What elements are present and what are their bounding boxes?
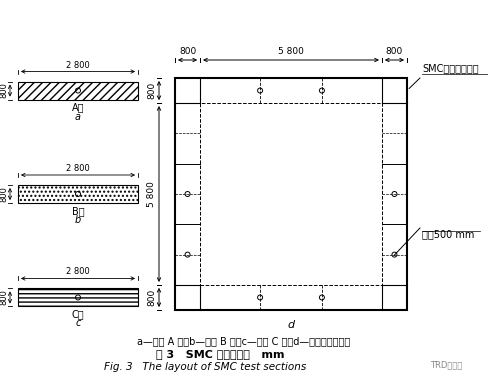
Text: 800: 800 bbox=[147, 82, 156, 99]
Text: Fig. 3   The layout of SMC test sections: Fig. 3 The layout of SMC test sections bbox=[103, 362, 305, 372]
Text: 图 3   SMC 试验段布置   mm: 图 3 SMC 试验段布置 mm bbox=[156, 349, 284, 359]
Text: SMC水泥土搅拌墙: SMC水泥土搅拌墙 bbox=[421, 63, 478, 73]
Text: a—试验 A 段；b—试验 B 段；c—试验 C 段；d—闭合环试验段。: a—试验 A 段；b—试验 B 段；c—试验 C 段；d—闭合环试验段。 bbox=[137, 336, 350, 346]
Text: 800: 800 bbox=[0, 83, 8, 99]
Text: TRD工法网: TRD工法网 bbox=[429, 360, 462, 369]
Text: a: a bbox=[75, 112, 81, 122]
Bar bbox=[18, 185, 138, 203]
Text: 800: 800 bbox=[179, 47, 196, 56]
Text: A段: A段 bbox=[72, 102, 84, 113]
Text: B段: B段 bbox=[72, 206, 84, 216]
Text: d: d bbox=[287, 320, 294, 330]
Text: b: b bbox=[75, 215, 81, 225]
Text: 2 800: 2 800 bbox=[66, 60, 90, 70]
Bar bbox=[175, 78, 406, 310]
Bar bbox=[18, 82, 138, 99]
Text: 5 800: 5 800 bbox=[278, 47, 304, 56]
Text: 800: 800 bbox=[0, 186, 8, 202]
Text: 800: 800 bbox=[0, 290, 8, 305]
Text: C段: C段 bbox=[72, 310, 84, 319]
Text: 2 800: 2 800 bbox=[66, 164, 90, 173]
Text: 800: 800 bbox=[147, 289, 156, 306]
Text: 800: 800 bbox=[385, 47, 402, 56]
Text: 咬合500 mm: 咬合500 mm bbox=[421, 229, 473, 239]
Text: 2 800: 2 800 bbox=[66, 268, 90, 276]
Bar bbox=[18, 288, 138, 307]
Text: c: c bbox=[75, 318, 81, 328]
Bar bbox=[200, 103, 381, 285]
Text: 5 800: 5 800 bbox=[147, 181, 156, 207]
